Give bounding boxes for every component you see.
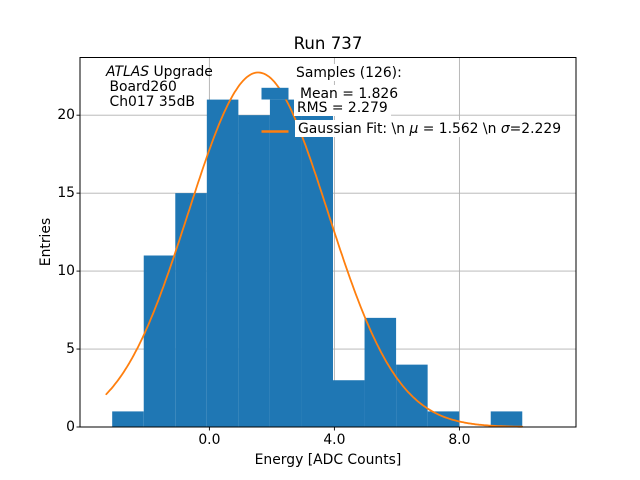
y-tick-label: 5 [66, 340, 75, 357]
gaussian-fit-curve [105, 71, 524, 428]
histogram-bar [490, 411, 523, 427]
annotation-atlas-rest: Upgrade [149, 63, 213, 80]
histogram-bar [427, 411, 460, 427]
y-tick-label: 15 [57, 185, 75, 201]
legend-fit-sigma-symbol: σ [500, 120, 510, 137]
x-tick-label: 0.0 [198, 431, 221, 448]
legend-histogram-patch [261, 87, 289, 100]
y-tick-label: 10 [57, 263, 75, 279]
chart-title: Run 737 [293, 33, 363, 53]
histogram-bar [364, 317, 397, 427]
annotation-atlas: ATLAS Upgrade [106, 64, 213, 80]
legend-rms-label: RMS = 2.279 [294, 98, 391, 117]
histogram-bar [206, 99, 239, 427]
histogram-bar [143, 255, 176, 427]
x-tick-label: 8.0 [448, 431, 471, 448]
legend-fit-sigma-value: =2.229 [509, 120, 562, 137]
legend-gaussian-fit-label: Gaussian Fit: \n μ = 1.562 \n σ=2.229 [295, 119, 565, 138]
histogram-bar [238, 115, 270, 427]
annotation-atlas-italic: ATLAS [106, 63, 150, 80]
histogram-bar [333, 380, 365, 427]
x-tick-label: 4.0 [323, 431, 346, 448]
legend-samples-title: Samples (126): [293, 63, 405, 82]
annotation-channel: Ch017 35dB [109, 94, 195, 111]
histogram-bar [175, 193, 207, 427]
annotation-board: Board260 [109, 78, 177, 95]
y-tick-label: 0 [66, 418, 75, 435]
y-tick-label: 20 [57, 107, 75, 124]
x-axis-label: Energy [ADC Counts] [254, 452, 402, 468]
histogram-bar [301, 115, 334, 427]
legend-fit-mu-value: = 1.562 \n [418, 120, 501, 137]
y-axis-label: Entries [37, 217, 54, 267]
histogram-bar [112, 411, 144, 427]
histogram-bar [269, 99, 302, 427]
legend-fit-mu-symbol: μ [409, 120, 419, 137]
legend-mean-label: Mean = 1.826 [297, 84, 402, 103]
legend-fit-text: Gaussian Fit: \n [298, 120, 410, 137]
axes-frame [79, 57, 577, 428]
